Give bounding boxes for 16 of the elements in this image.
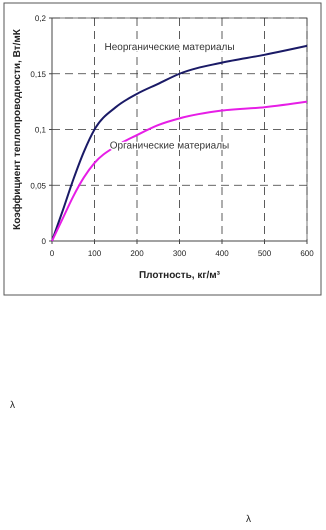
y-tick-label: 0,2 <box>34 14 47 23</box>
y-tick-label: 0 <box>42 237 47 246</box>
x-tick-label: 100 <box>88 249 102 258</box>
x-tick-label: 600 <box>300 249 314 258</box>
text: λ <box>10 400 15 411</box>
y-tick-label: 0,15 <box>30 70 47 79</box>
text: λ <box>246 514 251 525</box>
x-tick-label: 0 <box>50 249 55 258</box>
y-tick-label: 0,05 <box>30 181 47 190</box>
x-tick-label: 500 <box>258 249 272 258</box>
x-tick-label: 400 <box>215 249 230 258</box>
x-tick-label: 300 <box>172 249 187 258</box>
y-tick-label: 0,1 <box>34 126 47 134</box>
x-axis-title: Плотность, кг/м³ <box>138 270 221 281</box>
x-tick-label: 200 <box>130 249 144 258</box>
y-axis-title: Коэффициент теплопроводности, Вт/мК <box>12 28 23 230</box>
